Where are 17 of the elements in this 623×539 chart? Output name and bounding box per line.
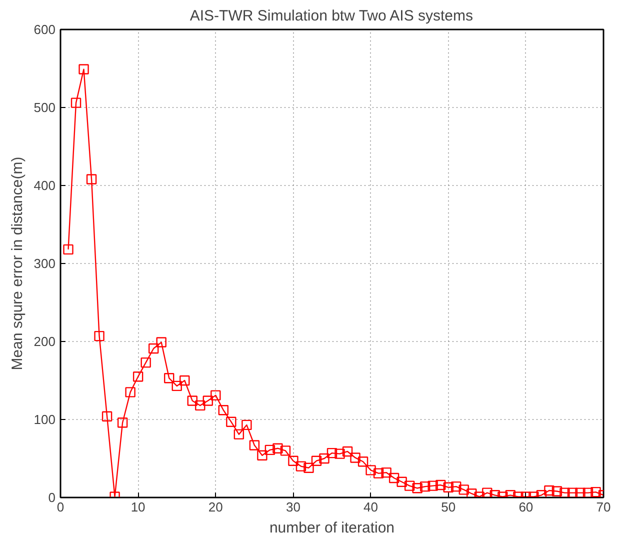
x-tick-label: 20	[208, 500, 223, 514]
x-tick-label: 60	[518, 500, 534, 514]
y-tick-label: 400	[34, 178, 56, 193]
x-tick-label: 40	[364, 500, 378, 514]
y-tick-label: 0	[48, 490, 56, 505]
x-axis-title: number of iteration	[269, 520, 395, 536]
y-tick-label: 100	[34, 412, 56, 427]
y-tick-label: 600	[34, 22, 56, 37]
x-tick-label: 50	[441, 500, 456, 514]
y-tick-label: 300	[34, 256, 56, 271]
y-axis-title: Mean squre error in distance(m)	[8, 156, 26, 370]
x-tick-label: 70	[596, 500, 611, 514]
x-tick-label: 30	[286, 500, 300, 514]
y-tick-label: 500	[34, 100, 56, 115]
y-tick-label: 200	[34, 334, 56, 349]
x-tick-label: 10	[130, 500, 146, 514]
chart-title: AIS-TWR Simulation btw Two AIS systems	[190, 8, 474, 24]
